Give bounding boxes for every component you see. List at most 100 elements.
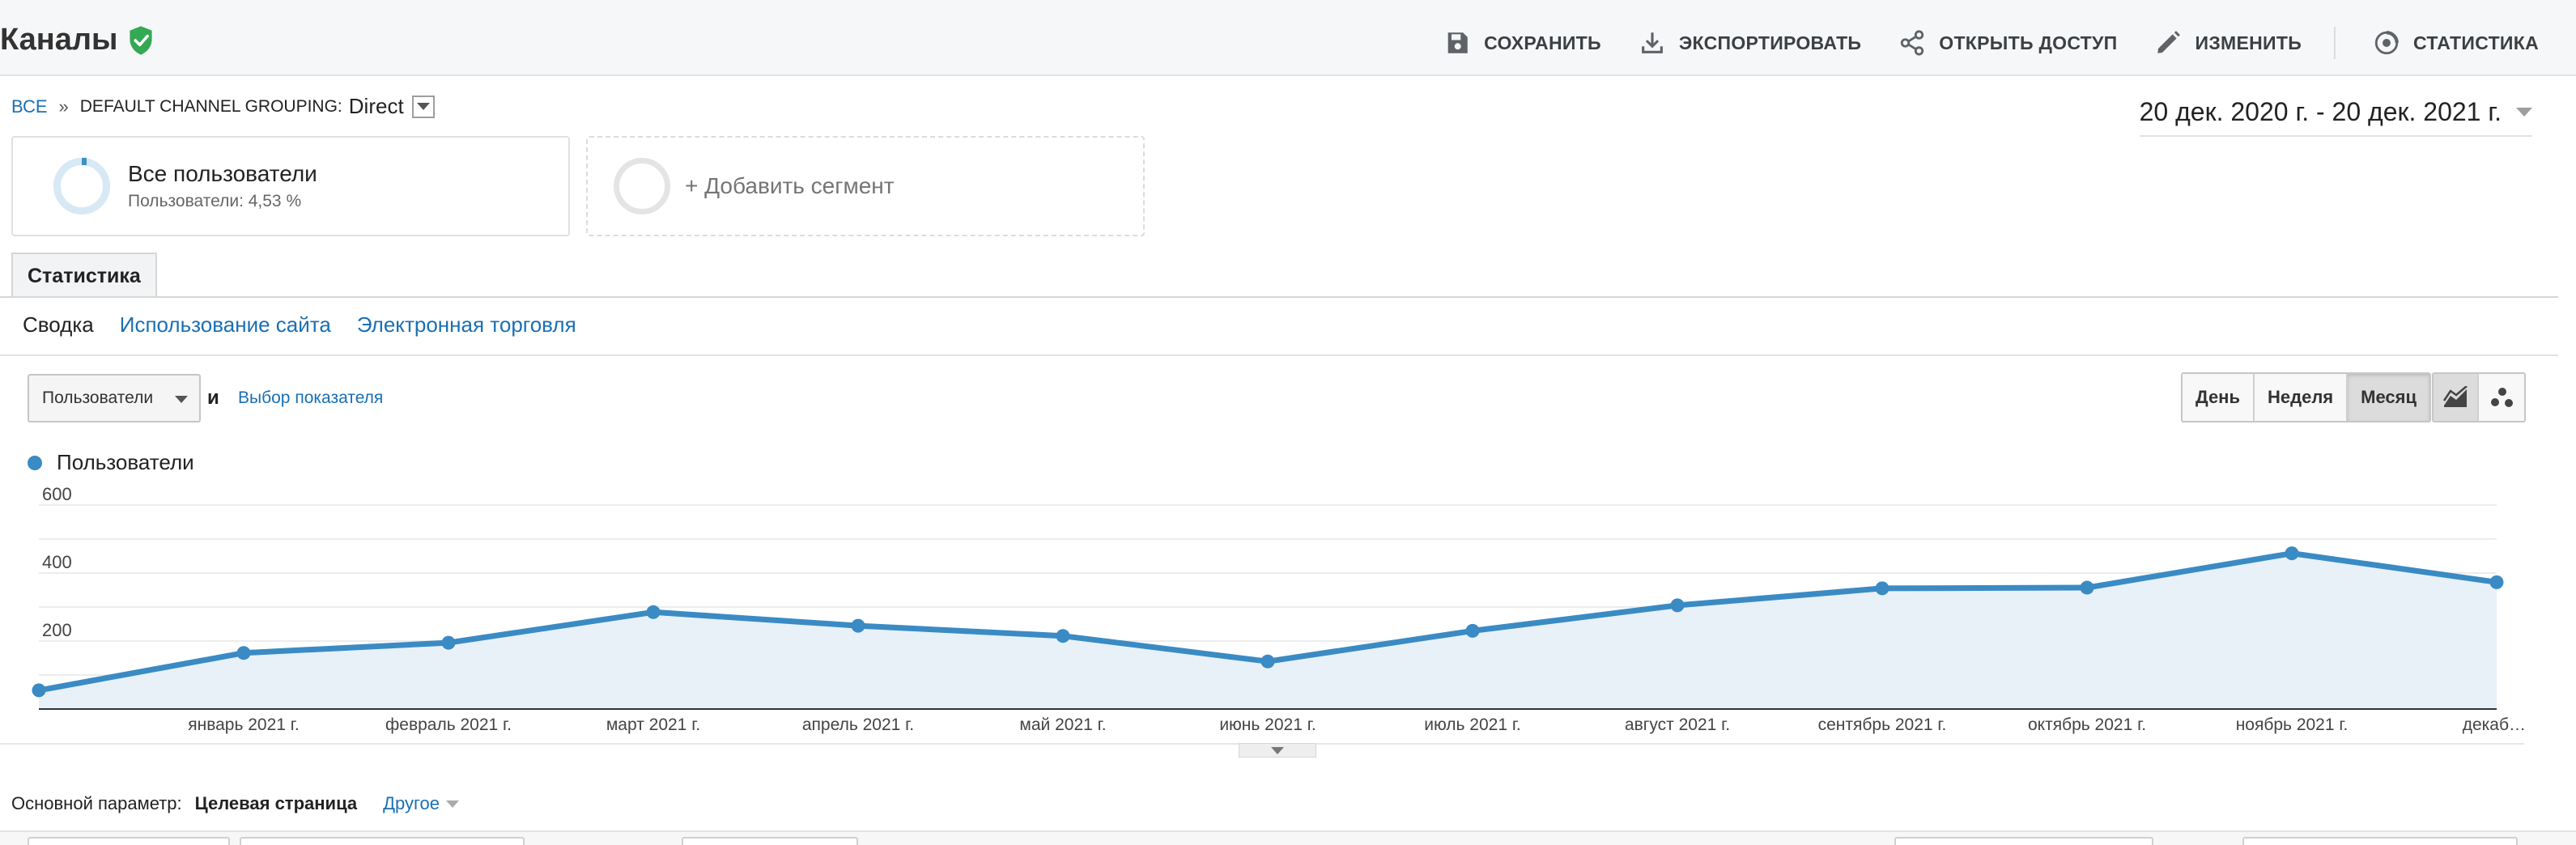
insights-button[interactable]: СТАТИСТИКА xyxy=(2373,29,2539,57)
x-tick-label: сентябрь 2021 г. xyxy=(1818,715,1947,734)
segment-donut-icon xyxy=(53,158,110,214)
data-point xyxy=(1056,629,1070,643)
legend-marker xyxy=(28,455,42,470)
insights-icon xyxy=(2374,31,2399,55)
chevron-down-icon xyxy=(1271,746,1284,754)
edit-label: ИЗМЕНИТЬ xyxy=(2195,32,2302,53)
x-tick-label: февраль 2021 г. xyxy=(385,715,512,734)
save-button[interactable]: СОХРАНИТЬ xyxy=(1443,29,1601,57)
save-label: СОХРАНИТЬ xyxy=(1484,32,1601,53)
primary-dimension-label: Основной параметр: xyxy=(11,793,182,813)
other-dimension-label: Другое xyxy=(383,793,440,813)
segment-subtitle: Пользователи: 4,53 % xyxy=(128,192,302,210)
subtab-divider xyxy=(0,355,2558,356)
insights-label: СТАТИСТИКА xyxy=(2413,32,2539,53)
breadcrumb-root-link[interactable]: ВСЕ xyxy=(11,96,48,117)
data-point xyxy=(2285,546,2299,561)
tab-divider xyxy=(0,296,2558,298)
x-tick-label: август 2021 г. xyxy=(1625,715,1730,734)
export-label: ЭКСПОРТИРОВАТЬ xyxy=(1678,32,1862,53)
data-point xyxy=(2489,575,2504,589)
motion-chart-icon xyxy=(2491,388,2513,407)
tab-statistics[interactable]: Статистика xyxy=(11,253,157,298)
series-area xyxy=(39,553,2497,709)
x-tick-label: апрель 2021 г. xyxy=(802,715,914,734)
y-tick-label: 600 xyxy=(42,484,72,504)
x-tick-label: январь 2021 г. xyxy=(188,715,300,734)
segment-all-users[interactable]: Все пользователи Пользователи: 4,53 % xyxy=(11,136,570,236)
x-tick-label: ноябрь 2021 г. xyxy=(2236,715,2349,734)
metric-select[interactable]: Пользователи xyxy=(28,374,201,422)
y-tick-label: 200 xyxy=(42,620,72,640)
data-point xyxy=(1670,598,1685,613)
table-control[interactable] xyxy=(240,837,525,845)
primary-dimension: Основной параметр: Целевая страница Друг… xyxy=(11,793,460,814)
collapse-chart-handle[interactable] xyxy=(1239,743,1316,758)
share-button[interactable]: ОТКРЫТЬ ДОСТУП xyxy=(1898,29,2117,57)
subtab-summary[interactable]: Сводка xyxy=(23,312,94,337)
chevron-down-icon xyxy=(446,800,460,808)
date-range-picker[interactable]: 20 дек. 2020 г. - 20 дек. 2021 г. xyxy=(2139,97,2532,137)
date-range-text: 20 дек. 2020 г. - 20 дек. 2021 г. xyxy=(2139,97,2502,126)
toolbar-divider xyxy=(2334,27,2336,59)
other-dimension-dropdown[interactable]: Другое xyxy=(383,793,460,814)
edit-button[interactable]: ИЗМЕНИТЬ xyxy=(2154,29,2302,57)
x-tick-label: май 2021 г. xyxy=(1019,715,1106,734)
line-chart-button[interactable] xyxy=(2434,374,2479,421)
line-chart-icon xyxy=(2442,386,2468,407)
y-tick-label: 400 xyxy=(42,552,72,572)
data-point xyxy=(2080,580,2094,595)
add-segment-label: + Добавить сегмент xyxy=(685,173,895,198)
breadcrumb-dropdown[interactable] xyxy=(411,95,435,118)
chevron-down-icon xyxy=(2516,108,2532,117)
table-control[interactable] xyxy=(28,837,230,845)
metric-select-value: Пользователи xyxy=(42,389,154,407)
table-control[interactable] xyxy=(682,837,858,845)
breadcrumb-separator: » xyxy=(58,96,69,117)
breadcrumb-value: Direct xyxy=(348,94,404,118)
data-point xyxy=(851,618,865,633)
data-point xyxy=(1875,581,1889,596)
x-tick-label: март 2021 г. xyxy=(606,715,700,734)
segment-title: Все пользователи xyxy=(128,161,317,186)
period-day-button[interactable]: День xyxy=(2183,374,2255,421)
download-icon xyxy=(1641,32,1663,53)
and-label: и xyxy=(207,387,219,409)
page-title-text: Каналы xyxy=(0,23,118,57)
chevron-down-icon xyxy=(416,103,430,110)
table-control[interactable] xyxy=(1894,837,2153,845)
chart-legend: Пользователи xyxy=(28,450,194,475)
x-tick-label: октябрь 2021 г. xyxy=(2028,715,2146,734)
data-point xyxy=(1260,654,1275,669)
shield-check-icon xyxy=(130,25,153,55)
period-toggle: День Неделя Месяц xyxy=(2181,372,2432,422)
data-point xyxy=(236,646,251,660)
period-week-button[interactable]: Неделя xyxy=(2255,374,2349,421)
export-button[interactable]: ЭКСПОРТИРОВАТЬ xyxy=(1639,29,1861,57)
segment-empty-icon xyxy=(614,158,670,214)
data-point xyxy=(646,605,661,619)
add-segment-button[interactable]: + Добавить сегмент xyxy=(586,136,1145,236)
data-point xyxy=(441,635,456,650)
primary-dimension-value[interactable]: Целевая страница xyxy=(194,793,358,813)
subtab-site-usage[interactable]: Использование сайта xyxy=(119,312,331,337)
save-icon xyxy=(1447,32,1468,53)
table-view-toggle[interactable] xyxy=(2242,837,2518,845)
motion-chart-button[interactable] xyxy=(2479,374,2524,421)
legend-label: Пользователи xyxy=(57,450,194,474)
chart-type-toggle xyxy=(2432,372,2526,422)
pick-metric-link[interactable]: Выбор показателя xyxy=(238,389,384,407)
data-point xyxy=(32,683,46,698)
breadcrumb-group: DEFAULT CHANNEL GROUPING: xyxy=(79,96,342,116)
share-icon xyxy=(1901,30,1924,56)
users-chart: 200 400 600 январь 2021 г. февраль 2021 г. ма… xyxy=(32,484,2526,734)
period-month-button[interactable]: Месяц xyxy=(2348,374,2430,421)
x-tick-label: июль 2021 г. xyxy=(1424,715,1521,734)
share-label: ОТКРЫТЬ ДОСТУП xyxy=(1939,32,2118,53)
x-tick-label: декаб… xyxy=(2463,715,2526,734)
report-header: Каналы СОХРАНИТЬ ЭКСПОРТИРОВАТЬ ОТКРЫТЬ … xyxy=(0,0,2576,76)
data-point xyxy=(1465,623,1480,638)
breadcrumb: ВСЕ » DEFAULT CHANNEL GROUPING: Direct xyxy=(11,94,435,119)
x-tick-label: июнь 2021 г. xyxy=(1219,715,1316,734)
subtab-ecommerce[interactable]: Электронная торговля xyxy=(356,312,576,337)
